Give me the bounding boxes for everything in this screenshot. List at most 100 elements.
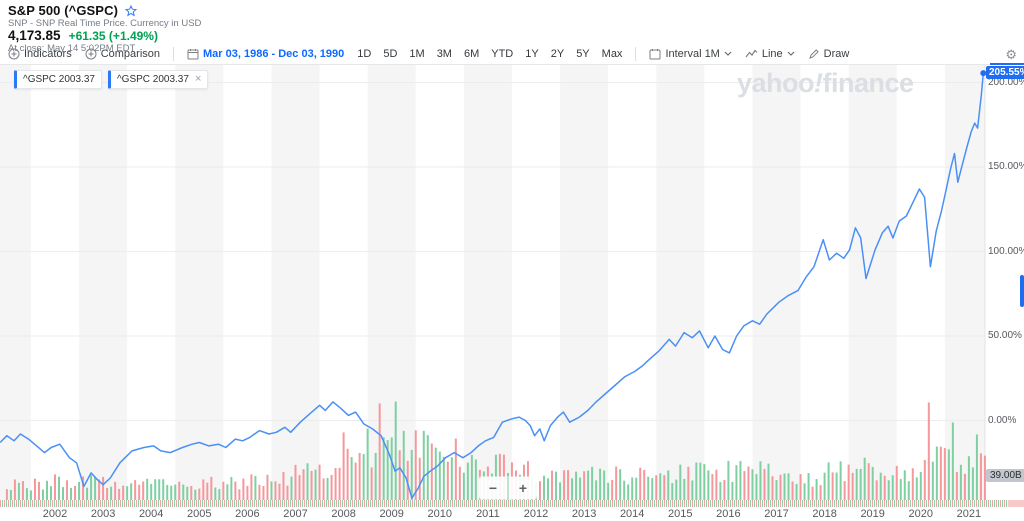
range-button-1m[interactable]: 1M	[409, 48, 425, 60]
x-axis-year-label: 2019	[860, 508, 885, 520]
volume-bar	[442, 456, 445, 501]
volume-bar	[763, 468, 766, 501]
date-range-picker[interactable]: Mar 03, 1986 - Dec 03, 1990	[187, 48, 344, 60]
volume-bar	[827, 462, 830, 501]
comparison-button[interactable]: Comparison	[85, 48, 160, 60]
volume-bar	[258, 484, 261, 501]
y-axis-tick-label: 0.00%	[988, 414, 1017, 426]
volume-bar	[579, 477, 582, 501]
range-button-1y[interactable]: 1Y	[525, 48, 539, 60]
timeline-navigator[interactable]	[0, 500, 1024, 507]
volume-bar	[438, 451, 441, 501]
volume-bar	[899, 479, 902, 501]
volume-bar	[5, 489, 8, 501]
volume-bar	[911, 468, 914, 501]
range-button-ytd[interactable]: YTD	[491, 48, 514, 60]
zoom-in-button[interactable]: +	[509, 477, 537, 499]
year-band	[271, 65, 320, 501]
volume-bar	[955, 471, 958, 501]
volume-bar	[386, 440, 389, 501]
volume-bar	[831, 472, 834, 501]
volume-bar	[619, 469, 622, 501]
settings-gear-icon[interactable]: ⚙	[1005, 47, 1017, 62]
volume-bar	[791, 481, 794, 501]
volume-bar	[947, 449, 950, 501]
volume-bar	[294, 464, 297, 501]
interval-dropdown[interactable]: Interval 1M	[649, 48, 732, 60]
volume-bar	[342, 432, 345, 501]
volume-bar	[194, 489, 197, 501]
volume-bar	[551, 470, 554, 501]
volume-bar	[290, 476, 293, 501]
legend-chip[interactable]: ^GSPC 2003.37	[14, 70, 102, 89]
volume-bar	[607, 482, 610, 501]
volume-bar	[543, 475, 546, 501]
volume-bar	[723, 479, 726, 501]
range-button-max[interactable]: Max	[601, 48, 623, 60]
range-button-6m[interactable]: 6M	[463, 48, 480, 60]
volume-bar	[799, 474, 802, 501]
chart-type-dropdown[interactable]: Line	[745, 48, 795, 60]
x-axis-year-label: 2007	[283, 508, 308, 520]
toolbar-divider	[173, 47, 175, 61]
volume-bar	[883, 475, 886, 501]
range-button-5y[interactable]: 5Y	[576, 48, 590, 60]
zoom-out-button[interactable]: −	[479, 477, 507, 499]
scrollbar-thumb[interactable]	[1020, 275, 1024, 307]
volume-bar	[114, 481, 117, 501]
range-button-1d[interactable]: 1D	[357, 48, 372, 60]
volume-bar	[98, 479, 101, 501]
range-button-5d[interactable]: 5D	[383, 48, 398, 60]
volume-bar	[406, 460, 409, 501]
volume-bar	[583, 471, 586, 501]
volume-bar	[679, 464, 682, 501]
range-buttons: 1D 5D 1M 3M 6M YTD 1Y 2Y 5Y Max	[357, 48, 622, 60]
volume-bar	[611, 479, 614, 501]
year-band	[463, 65, 512, 501]
volume-bar	[302, 469, 305, 501]
draw-button[interactable]: Draw	[808, 48, 849, 60]
volume-bar	[214, 487, 217, 501]
star-icon[interactable]	[125, 4, 138, 17]
volume-bar	[667, 470, 670, 501]
volume-bar	[25, 488, 28, 501]
volume-bar	[166, 484, 169, 501]
x-axis-year-label: 2017	[764, 508, 789, 520]
volume-bar	[170, 485, 173, 501]
interval-label: Interval 1M	[665, 48, 720, 60]
chart-canvas[interactable]	[0, 65, 1024, 521]
x-axis-year-label: 2015	[668, 508, 693, 520]
volume-bar	[547, 478, 550, 501]
quote-price: 4,173.85	[8, 28, 61, 43]
volume-bar	[266, 474, 269, 501]
volume-bar	[122, 485, 125, 501]
volume-bar	[843, 481, 846, 501]
year-band	[0, 65, 31, 501]
price-chart[interactable]: yahoo!finance ^GSPC 2003.37 ^GSPC 2003.37…	[0, 65, 1024, 521]
volume-bar	[959, 464, 962, 501]
volume-bar	[759, 461, 762, 501]
range-button-3m[interactable]: 3M	[436, 48, 452, 60]
year-band	[79, 65, 128, 501]
price-line	[0, 73, 985, 499]
volume-bar	[134, 480, 137, 501]
volume-bar	[154, 479, 157, 501]
volume-bar	[54, 474, 56, 501]
volume-bar	[707, 470, 710, 501]
volume-bar	[102, 476, 105, 501]
range-button-2y[interactable]: 2Y	[550, 48, 565, 60]
volume-bar	[230, 477, 233, 501]
volume-bar	[567, 470, 570, 501]
x-axis-year-label: 2002	[42, 508, 68, 520]
volume-bar	[190, 485, 193, 501]
indicators-button[interactable]: Indicators	[8, 48, 72, 60]
legend-chip[interactable]: ^GSPC 2003.37 ×	[107, 70, 209, 89]
volume-bar	[458, 466, 461, 501]
volume-bar	[983, 455, 986, 501]
close-icon[interactable]: ×	[194, 73, 202, 85]
interval-calendar-icon	[649, 48, 661, 60]
x-axis-year-label: 2004	[138, 508, 164, 520]
last-point-dot	[980, 70, 987, 77]
volume-bar	[86, 487, 89, 501]
page-title: S&P 500 (^GSPC)	[8, 3, 119, 18]
